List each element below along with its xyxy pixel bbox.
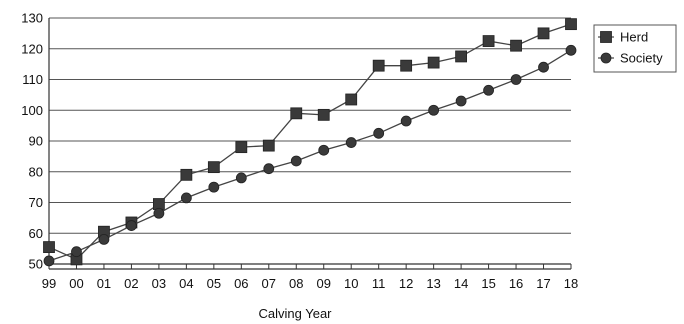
x-tick-label: 99 (42, 276, 56, 291)
axes (48, 18, 572, 270)
data-point-society (428, 104, 440, 116)
data-point-society (538, 61, 549, 73)
x-tick-label: 18 (564, 276, 578, 291)
data-point-society (153, 207, 165, 219)
data-point-herd (455, 50, 468, 63)
grid-lines (49, 17, 571, 265)
x-tick-label: 00 (69, 276, 83, 291)
data-point-society (263, 163, 275, 175)
y-tick-labels: 50 60 70 80 90 100 110 120 130 (21, 11, 43, 272)
x-tick-label: 03 (152, 276, 166, 291)
x-tick-label: 04 (179, 276, 193, 291)
y-tick-label: 130 (21, 11, 43, 26)
data-point-herd (482, 35, 495, 47)
data-point-society (455, 95, 467, 107)
y-tick-label: 80 (29, 164, 43, 179)
y-tick-label: 60 (29, 226, 43, 241)
x-tick-label: 16 (509, 276, 523, 291)
data-point-herd (317, 108, 330, 121)
x-tick-label: 06 (234, 276, 248, 291)
y-tick-label: 90 (29, 134, 43, 149)
data-point-herd (565, 18, 577, 31)
legend: Herd Society (593, 24, 677, 73)
data-point-herd (372, 59, 385, 72)
x-tick-label: 15 (481, 276, 495, 291)
data-point-herd (400, 59, 413, 72)
series-layer (43, 18, 577, 267)
x-tick-label: 05 (207, 276, 221, 291)
data-point-herd (345, 93, 358, 106)
x-tick-label: 12 (399, 276, 413, 291)
data-point-society (510, 74, 522, 85)
x-axis-title: Calving Year (259, 306, 333, 321)
series-society (43, 44, 577, 267)
data-point-herd (235, 141, 248, 154)
y-tick-label: 110 (22, 72, 43, 87)
data-point-society (43, 255, 55, 267)
legend-marker-society (600, 52, 612, 64)
x-tick-label: 14 (454, 276, 468, 291)
data-point-herd (427, 56, 440, 69)
data-point-society (318, 144, 330, 156)
x-tick-label: 13 (426, 276, 440, 291)
series-line-society (48, 49, 572, 262)
y-tick-label: 70 (29, 195, 43, 210)
data-point-society (235, 172, 247, 184)
x-tick-label: 08 (289, 276, 303, 291)
data-point-herd (207, 161, 220, 174)
data-point-society (400, 115, 412, 127)
data-point-herd (290, 107, 303, 120)
data-point-society (208, 181, 220, 193)
data-point-society (126, 220, 137, 231)
x-tick-labels: 99 00 01 02 03 04 05 06 07 08 09 10 11 12 13 14 15 16 17 18 (42, 276, 578, 291)
x-tick-label: 11 (372, 276, 386, 291)
data-point-herd (262, 139, 275, 152)
data-point-society (180, 192, 192, 204)
data-point-society (98, 233, 110, 245)
data-point-society (483, 84, 494, 96)
x-tick-label: 10 (344, 276, 358, 291)
y-tick-label: 100 (21, 103, 43, 118)
data-point-herd (537, 27, 550, 40)
data-point-society (565, 44, 577, 56)
legend-label-herd: Herd (620, 30, 648, 45)
y-tick-label: 120 (21, 41, 43, 56)
y-tick-label: 50 (29, 257, 43, 272)
data-point-society (71, 246, 82, 258)
x-tick-label: 01 (97, 276, 111, 291)
x-tick-label: 09 (317, 276, 331, 291)
series-herd (43, 18, 577, 266)
x-tick-label: 17 (536, 276, 550, 291)
x-tick-label: 07 (262, 276, 276, 291)
data-point-herd (180, 168, 193, 181)
legend-label-society: Society (620, 51, 663, 66)
data-point-society (290, 155, 302, 167)
x-tick-label: 02 (124, 276, 138, 291)
legend-marker-herd (600, 31, 612, 43)
data-point-society (373, 127, 385, 139)
data-point-society (345, 137, 357, 148)
data-point-herd (510, 39, 522, 52)
data-point-herd (43, 241, 55, 253)
